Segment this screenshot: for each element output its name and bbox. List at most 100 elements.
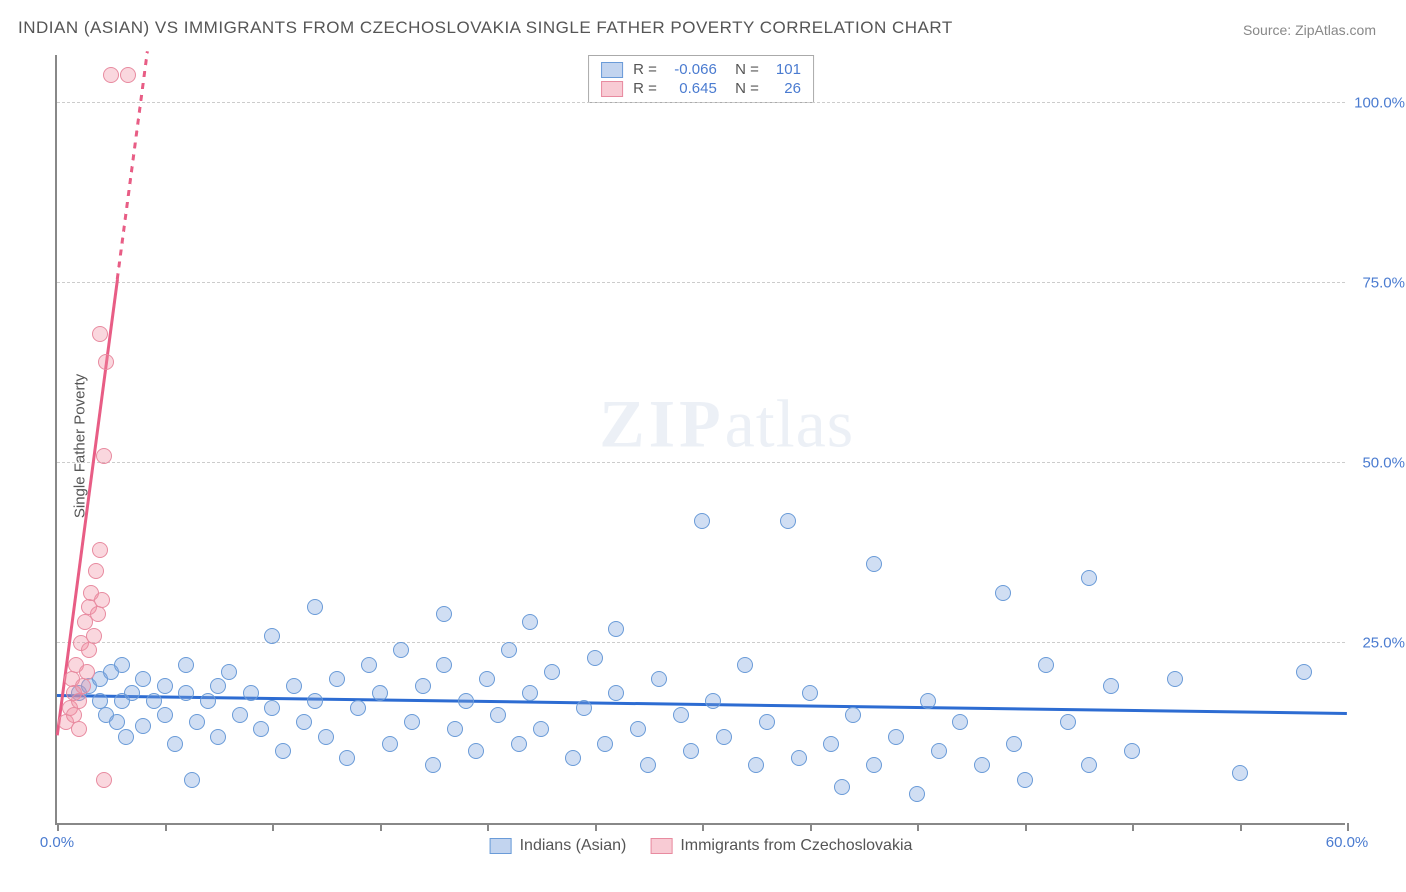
data-point	[98, 354, 114, 370]
data-point	[124, 685, 140, 701]
y-tick-label: 100.0%	[1354, 95, 1405, 112]
data-point	[576, 700, 592, 716]
data-point	[415, 678, 431, 694]
gridline	[57, 642, 1345, 643]
data-point	[103, 67, 119, 83]
legend-r-value: 0.645	[667, 80, 717, 97]
data-point	[88, 563, 104, 579]
data-point	[200, 693, 216, 709]
legend-swatch	[490, 838, 512, 854]
data-point	[94, 592, 110, 608]
data-point	[1060, 714, 1076, 730]
legend-correlation-box: R = -0.066 N = 101R = 0.645 N = 26	[588, 55, 814, 103]
legend-series-item: Indians (Asian)	[490, 837, 627, 855]
legend-series-label: Indians (Asian)	[520, 837, 627, 855]
data-point	[694, 513, 710, 529]
data-point	[447, 721, 463, 737]
chart-source: Source: ZipAtlas.com	[1243, 22, 1376, 38]
watermark-bold: ZIP	[599, 385, 724, 461]
data-point	[974, 757, 990, 773]
legend-r-value: -0.066	[667, 61, 717, 78]
data-point	[640, 757, 656, 773]
data-point	[404, 714, 420, 730]
data-point	[96, 772, 112, 788]
data-point	[92, 326, 108, 342]
data-point	[1081, 570, 1097, 586]
correlation-chart: INDIAN (ASIAN) VS IMMIGRANTS FROM CZECHO…	[0, 0, 1406, 892]
data-point	[425, 757, 441, 773]
data-point	[490, 707, 506, 723]
data-point	[608, 621, 624, 637]
data-point	[307, 599, 323, 615]
data-point	[296, 714, 312, 730]
data-point	[90, 606, 106, 622]
data-point	[780, 513, 796, 529]
legend-r-label: R =	[633, 80, 657, 97]
data-point	[286, 678, 302, 694]
data-point	[382, 736, 398, 752]
data-point	[791, 750, 807, 766]
data-point	[114, 657, 130, 673]
data-point	[651, 671, 667, 687]
data-point	[501, 642, 517, 658]
legend-swatch	[601, 62, 623, 78]
x-tick	[810, 823, 812, 831]
data-point	[608, 685, 624, 701]
legend-series-item: Immigrants from Czechoslovakia	[650, 837, 912, 855]
x-tick	[272, 823, 274, 831]
data-point	[1038, 657, 1054, 673]
data-point	[705, 693, 721, 709]
x-tick	[487, 823, 489, 831]
x-tick-label: 0.0%	[40, 834, 74, 851]
data-point	[952, 714, 968, 730]
x-tick	[1240, 823, 1242, 831]
data-point	[135, 671, 151, 687]
data-point	[1232, 765, 1248, 781]
data-point	[120, 67, 136, 83]
data-point	[189, 714, 205, 730]
data-point	[96, 448, 112, 464]
data-point	[118, 729, 134, 745]
data-point	[458, 693, 474, 709]
legend-swatch	[650, 838, 672, 854]
chart-title: INDIAN (ASIAN) VS IMMIGRANTS FROM CZECHO…	[18, 18, 953, 38]
plot-area: ZIPatlas R = -0.066 N = 101R = 0.645 N =…	[55, 55, 1345, 825]
data-point	[1017, 772, 1033, 788]
gridline	[57, 462, 1345, 463]
legend-n-value: 101	[769, 61, 801, 78]
data-point	[66, 707, 82, 723]
data-point	[544, 664, 560, 680]
y-tick-label: 75.0%	[1362, 275, 1405, 292]
data-point	[178, 685, 194, 701]
data-point	[221, 664, 237, 680]
data-point	[393, 642, 409, 658]
x-tick	[165, 823, 167, 831]
legend-n-label: N =	[727, 61, 759, 78]
data-point	[210, 729, 226, 745]
data-point	[716, 729, 732, 745]
data-point	[909, 786, 925, 802]
data-point	[210, 678, 226, 694]
data-point	[167, 736, 183, 752]
data-point	[866, 757, 882, 773]
data-point	[673, 707, 689, 723]
gridline	[57, 282, 1345, 283]
legend-correlation-row: R = 0.645 N = 26	[601, 79, 801, 98]
data-point	[1006, 736, 1022, 752]
data-point	[866, 556, 882, 572]
data-point	[436, 606, 452, 622]
data-point	[157, 707, 173, 723]
data-point	[522, 614, 538, 630]
data-point	[253, 721, 269, 737]
data-point	[318, 729, 334, 745]
data-point	[1103, 678, 1119, 694]
data-point	[264, 700, 280, 716]
watermark-light: atlas	[725, 385, 855, 461]
trend-line	[116, 52, 149, 280]
data-point	[184, 772, 200, 788]
x-tick	[57, 823, 59, 831]
legend-swatch	[601, 81, 623, 97]
data-point	[823, 736, 839, 752]
data-point	[511, 736, 527, 752]
data-point	[329, 671, 345, 687]
